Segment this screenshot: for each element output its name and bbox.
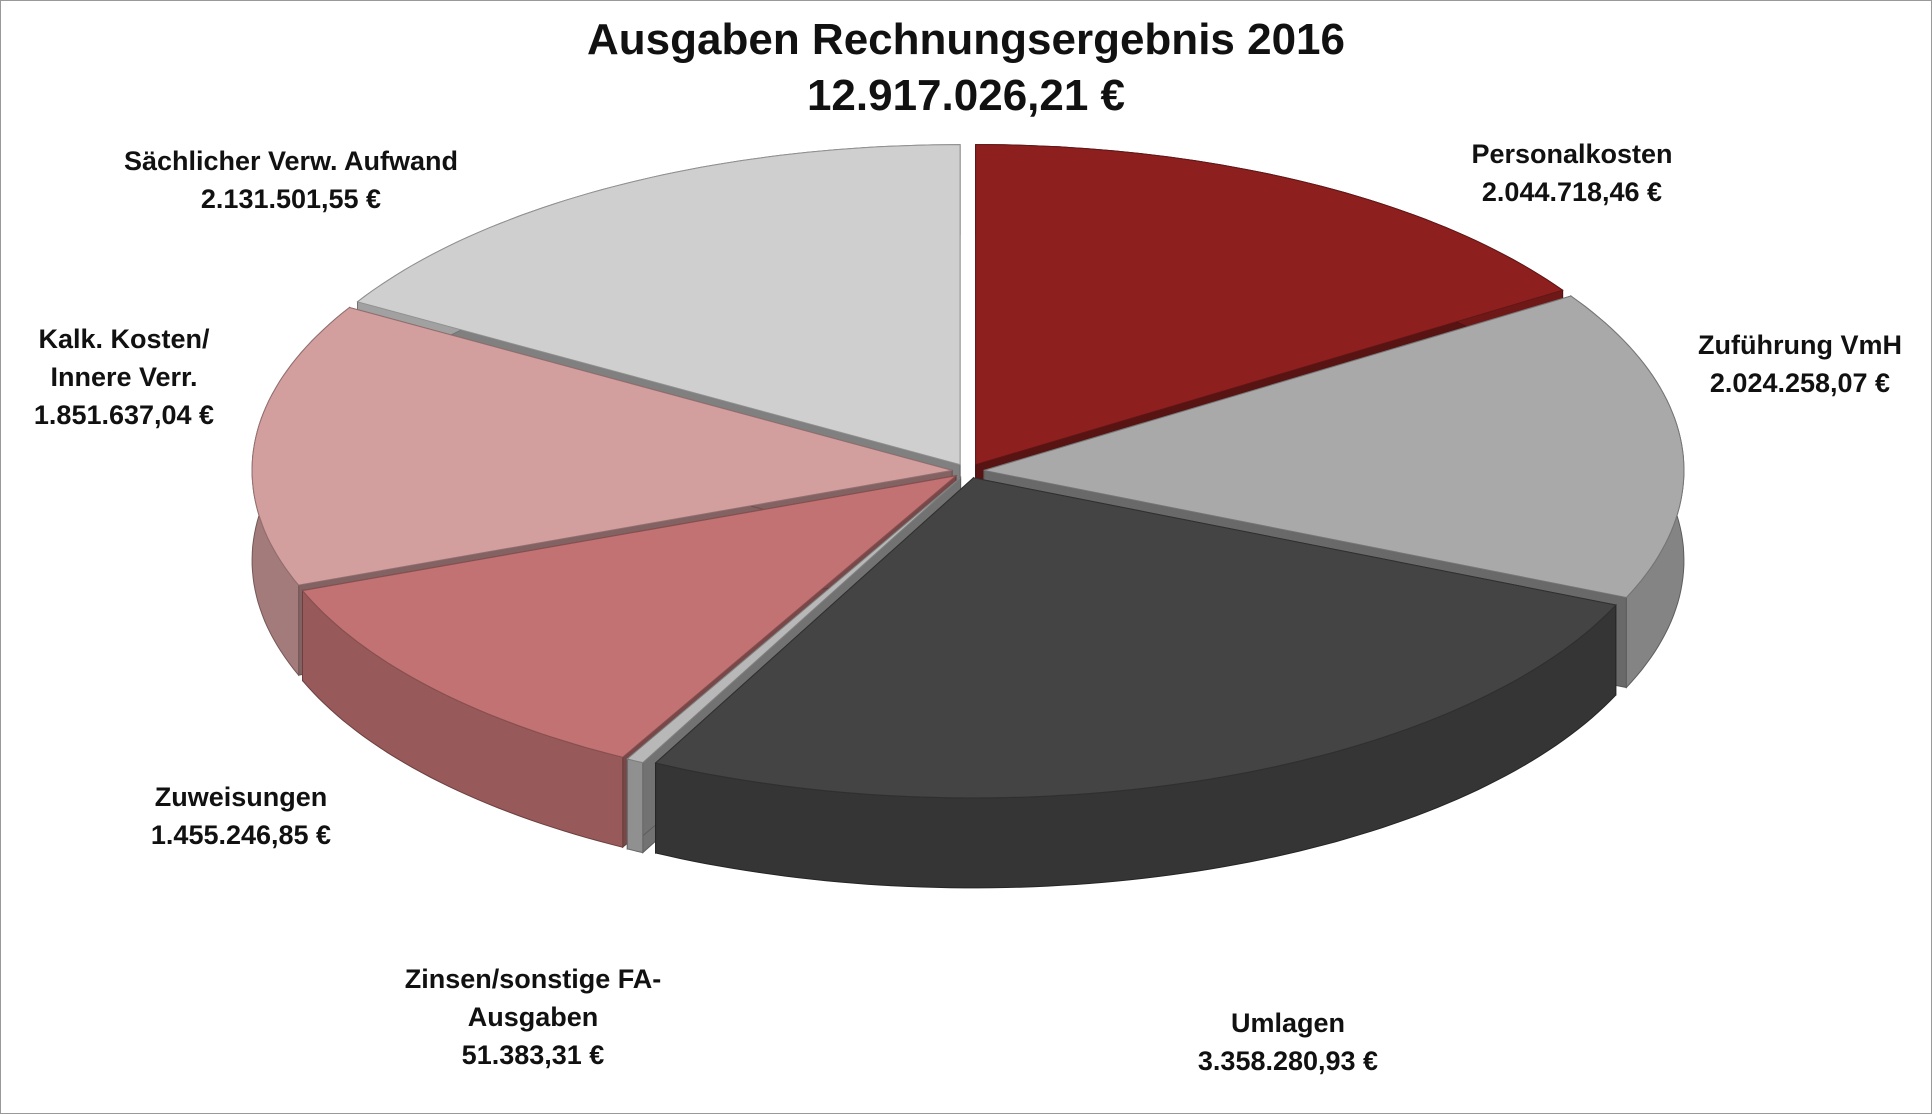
slice-label: Umlagen 3.358.280,93 € xyxy=(1118,1004,1458,1080)
slice-label: Sächlicher Verw. Aufwand 2.131.501,55 € xyxy=(81,142,501,218)
slice-value: 2.044.718,46 € xyxy=(1481,177,1663,207)
slice xyxy=(654,477,1617,799)
slice-label: Kalk. Kosten/ Innere Verr. 1.851.637,04 € xyxy=(9,320,239,434)
slice-value: 1.851.637,04 € xyxy=(33,400,215,430)
slice xyxy=(626,477,961,764)
slice-name: Kalk. Kosten/ Innere Verr. xyxy=(38,324,210,392)
slice-name: Zinsen/sonstige FA-Ausgaben xyxy=(404,964,662,1032)
slice-name: Umlagen xyxy=(1230,1008,1346,1038)
slice-name: Zuweisungen xyxy=(154,782,328,812)
slice-value: 1.455.246,85 € xyxy=(150,820,332,850)
slice-label: Zuweisungen 1.455.246,85 € xyxy=(91,778,391,854)
slice xyxy=(356,144,961,466)
slice-label: Personalkosten 2.044.718,46 € xyxy=(1392,135,1752,211)
slice-value: 3.358.280,93 € xyxy=(1197,1046,1379,1076)
chart-subtitle: 12.917.026,21 € xyxy=(806,71,1126,120)
slice xyxy=(251,306,953,586)
slice-label: Zinsen/sonstige FA-Ausgaben 51.383,31 € xyxy=(373,960,693,1074)
slice-value: 2.131.501,55 € xyxy=(200,184,382,214)
slice-value: 2.024.258,07 € xyxy=(1709,368,1891,398)
chart-title: Ausgaben Rechnungsergebnis 2016 xyxy=(587,15,1345,64)
slice-value: 51.383,31 € xyxy=(461,1040,605,1070)
slice xyxy=(301,474,958,758)
slice-outer-wall xyxy=(626,758,644,854)
slice-name: Sächlicher Verw. Aufwand xyxy=(123,146,459,176)
slice-label: Zuführung VmH 2.024.258,07 € xyxy=(1650,326,1932,402)
slice xyxy=(975,144,1564,466)
slice-name: Personalkosten xyxy=(1471,139,1673,169)
slice-name: Zuführung VmH xyxy=(1698,330,1902,360)
slice xyxy=(983,295,1685,599)
